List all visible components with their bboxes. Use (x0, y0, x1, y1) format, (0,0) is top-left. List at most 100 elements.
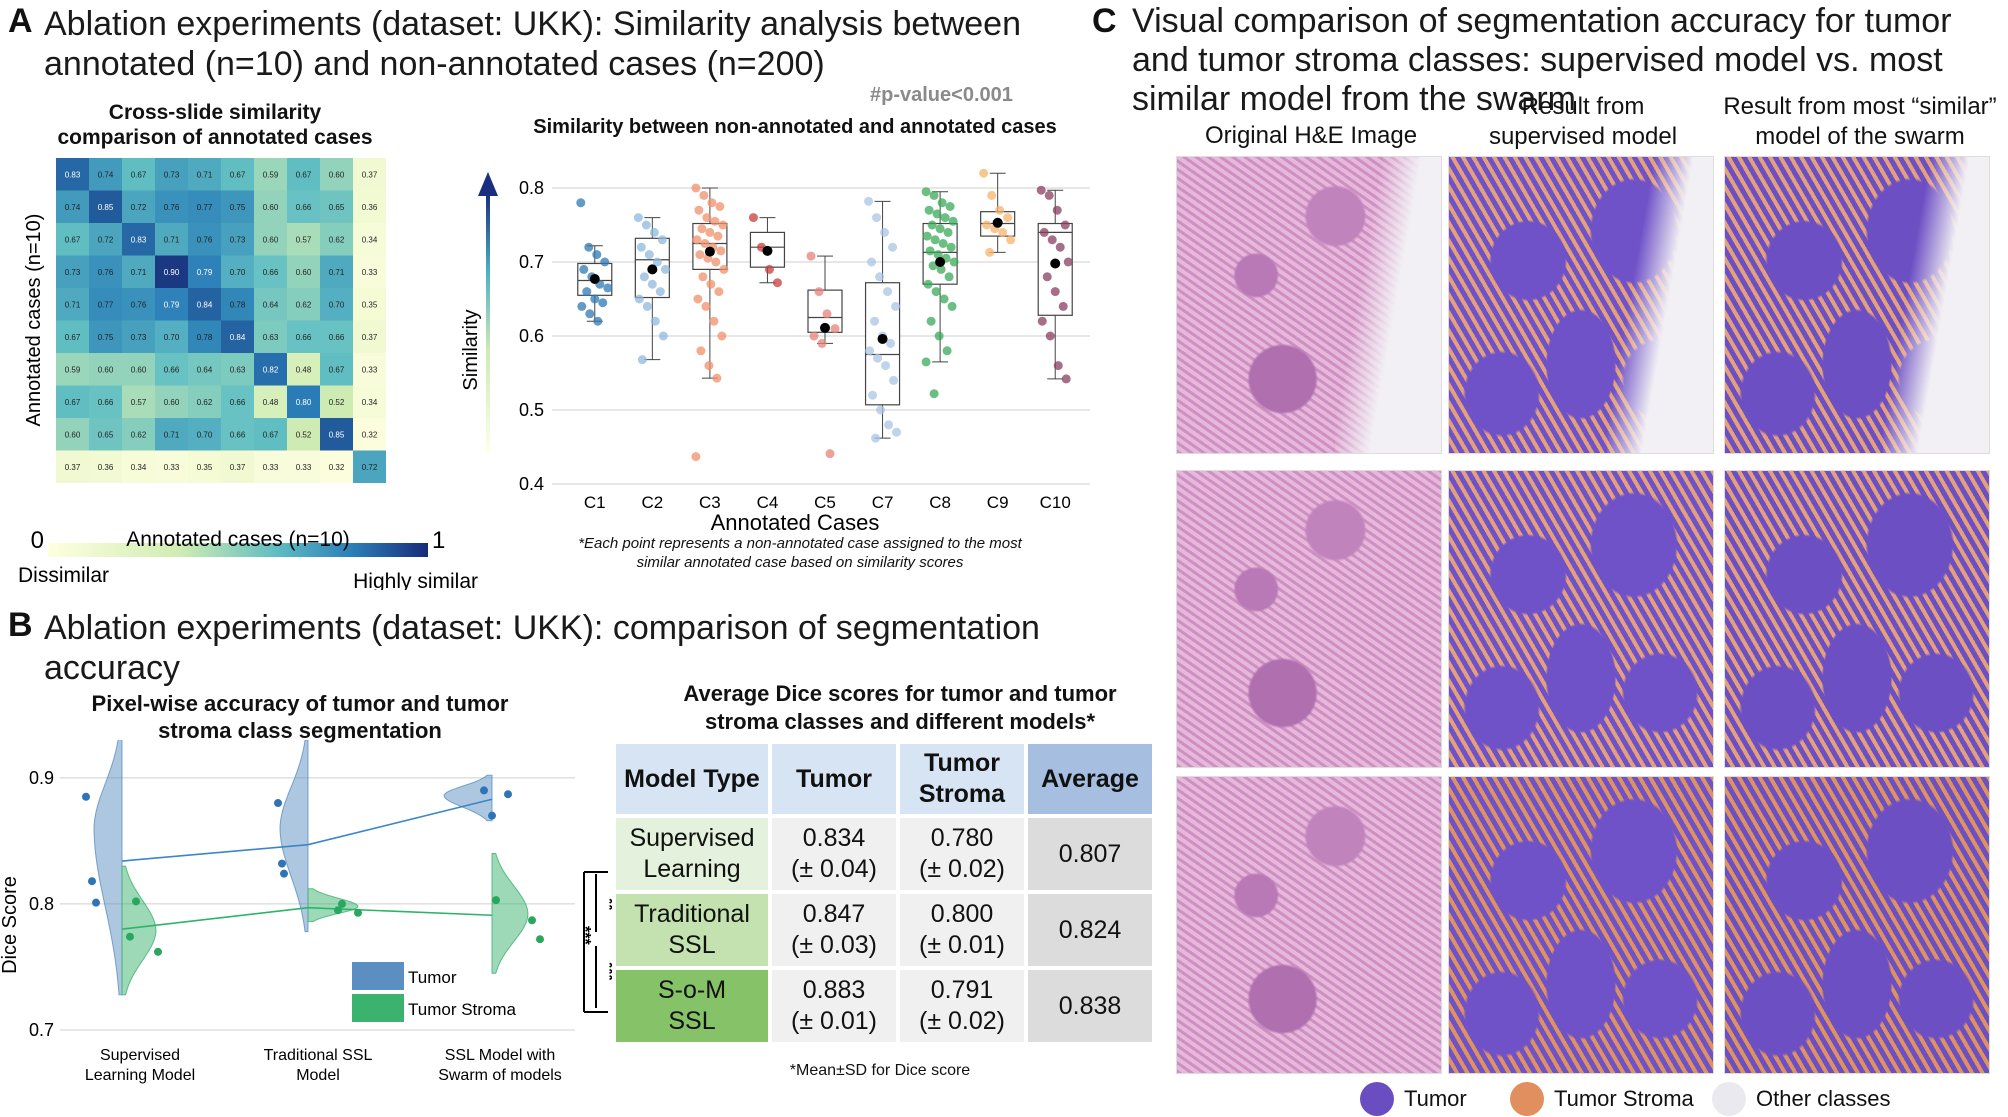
heatmap-cell-label: 0.66 (296, 333, 312, 342)
box-point (926, 316, 936, 326)
heatmap-cell (122, 450, 155, 483)
legend-other-dot (1712, 1082, 1746, 1116)
heatmap-cell (287, 418, 320, 451)
heatmap-cell-label: 0.75 (98, 333, 114, 342)
heatmap-cell (188, 418, 221, 451)
colorbar-min: 0 (31, 527, 44, 554)
box-point (696, 346, 706, 356)
colorbar-max: 1 (432, 527, 445, 554)
box-point (929, 190, 939, 200)
box-point (748, 213, 758, 223)
heatmap-cell (56, 158, 89, 191)
heatmap-cell-label: 0.60 (296, 268, 312, 277)
box-point (937, 198, 947, 208)
box-point (576, 198, 586, 208)
heatmap-cell-label: 0.67 (65, 235, 81, 244)
heatmap-cell-label: 0.64 (197, 365, 213, 374)
box-point (817, 338, 827, 348)
panel-c-title: Visual comparison of segmentation accura… (1132, 2, 1952, 118)
dice-table-wrap: Model Type Tumor Tumor Stroma Average Su… (612, 740, 1156, 1046)
tumor-point (504, 790, 512, 799)
row2-tumor: 0.847 (± 0.03) (772, 894, 896, 966)
heatmap-cell-label: 0.63 (230, 365, 246, 374)
heatmap-cell-label: 0.35 (362, 300, 378, 309)
box-mean (589, 274, 600, 285)
row1-tumor: 0.834 (± 0.04) (772, 818, 896, 890)
row2-average: 0.824 (1028, 894, 1152, 966)
heatmap-cell-label: 0.65 (329, 203, 345, 212)
box-point (658, 331, 668, 341)
tumor-point (82, 792, 90, 801)
heatmap-cell (353, 418, 386, 451)
box-point (944, 272, 954, 282)
heatmap-cell-label: 0.73 (230, 235, 246, 244)
heatmap-cell-label: 0.71 (164, 235, 180, 244)
box-point (942, 346, 952, 356)
box-point (698, 272, 708, 282)
heatmap-cell (353, 190, 386, 223)
header-tumor: Tumor (772, 744, 896, 814)
box-point (714, 287, 724, 297)
heatmap-cell-label: 0.60 (263, 203, 279, 212)
legend-tumor-swatch (352, 962, 404, 990)
box-point (584, 242, 594, 252)
heatmap-cell-label: 0.66 (296, 203, 312, 212)
heatmap-cell-label: 0.70 (197, 430, 213, 439)
col2-header-line2: supervised model (1488, 123, 1678, 150)
boxplot-title: Similarity between non-annotated and ann… (533, 116, 1057, 138)
heatmap-cell-label: 0.66 (263, 268, 279, 277)
heatmap-cell (221, 288, 254, 321)
legend-tumor-dot (1360, 1082, 1394, 1116)
stroma-point (528, 916, 536, 925)
box-point (579, 264, 589, 274)
heatmap-cell-label: 0.52 (296, 430, 312, 439)
box-point (876, 405, 886, 415)
box-mean (935, 257, 946, 267)
row1-stroma: 0.780 (± 0.02) (900, 818, 1024, 890)
box-point (888, 242, 898, 252)
box-point (875, 272, 885, 282)
heatmap-cell (89, 353, 122, 386)
heatmap-cell (353, 288, 386, 321)
heatmap-cell (155, 223, 188, 256)
table-title: Average Dice scores for tumor and tumor … (610, 680, 1190, 736)
heatmap-cell (188, 255, 221, 288)
heatmap-cell-label: 0.77 (197, 203, 213, 212)
box-point (577, 301, 587, 311)
heatmap-cell (320, 288, 353, 321)
box-point (691, 452, 701, 462)
box-point (598, 298, 608, 308)
heatmap-cell-label: 0.84 (230, 333, 246, 342)
heatmap-cell-label: 0.62 (329, 235, 345, 244)
heatmap-cell-label: 0.32 (329, 463, 345, 472)
heatmap-cell-label: 0.33 (164, 463, 180, 472)
panel-b-title-line2: accuracy (44, 649, 181, 687)
violin-xtick: Traditional SSL (264, 1047, 373, 1064)
heatmap-cell (353, 158, 386, 191)
box-point (870, 316, 880, 326)
boxplot-ylabel: Similarity (460, 309, 482, 390)
heatmap-title: Cross-slide similarity comparison of ann… (50, 100, 380, 150)
boxplot-xtick: C2 (641, 493, 663, 512)
boxplot-xtick: C9 (987, 493, 1009, 512)
box-point (1036, 185, 1046, 195)
table-header-row: Model Type Tumor Tumor Stroma Average (616, 744, 1152, 814)
boxplot-xtick: C10 (1040, 493, 1071, 512)
heatmap-cell-label: 0.59 (65, 365, 81, 374)
heatmap-cells: 0.83 0.74 0.67 0.73 0.71 0.67 0.59 0.67 0.60 0.37… (56, 158, 386, 483)
legend-c-tumor: Tumor (1404, 1086, 1467, 1111)
heatmap-cell-label: 0.71 (65, 300, 81, 309)
heatmap-cell-label: 0.79 (197, 268, 213, 277)
stroma-point (536, 935, 544, 944)
heatmap-title-line2: comparison of annotated cases (57, 126, 373, 149)
box-point (704, 361, 714, 371)
box-point (772, 278, 782, 288)
stroma-point (132, 897, 140, 906)
heatmap-cell (254, 255, 287, 288)
background-region (1883, 157, 1989, 453)
box-point (582, 287, 592, 297)
heatmap-cell (320, 158, 353, 191)
heatmap-cell (122, 385, 155, 418)
box-point (650, 316, 660, 326)
table-title-line2: stroma classes and different models* (704, 709, 1096, 734)
